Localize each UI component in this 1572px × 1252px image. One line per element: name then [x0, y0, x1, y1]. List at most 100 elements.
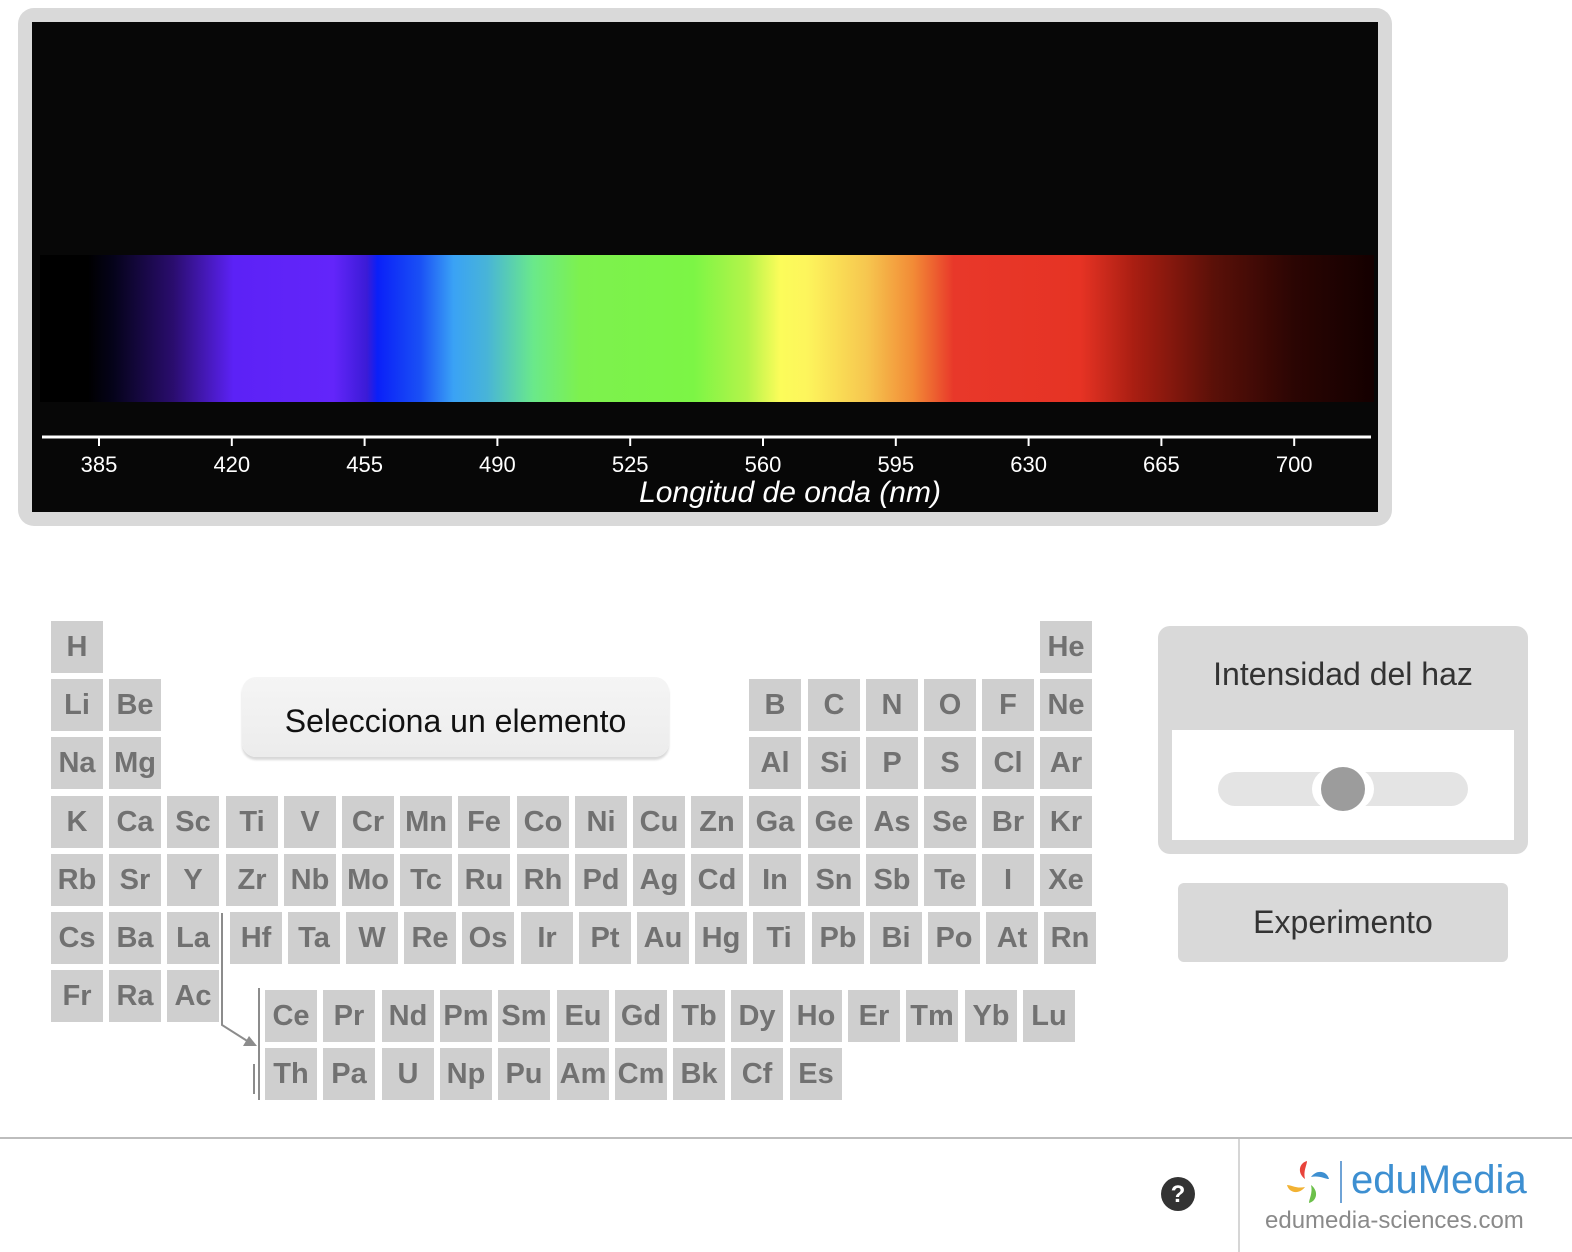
element-cm[interactable]: Cm	[615, 1048, 667, 1100]
element-c[interactable]: C	[808, 679, 860, 731]
element-cu[interactable]: Cu	[633, 796, 685, 848]
element-v[interactable]: V	[284, 796, 336, 848]
element-pb[interactable]: Pb	[812, 912, 864, 964]
experiment-button[interactable]: Experimento	[1178, 883, 1508, 962]
element-os[interactable]: Os	[462, 912, 514, 964]
element-ga[interactable]: Ga	[749, 796, 801, 848]
element-th[interactable]: Th	[265, 1048, 317, 1100]
element-tm[interactable]: Tm	[906, 990, 958, 1042]
element-at[interactable]: At	[986, 912, 1038, 964]
element-sm[interactable]: Sm	[498, 990, 550, 1042]
element-pr[interactable]: Pr	[323, 990, 375, 1042]
element-cd[interactable]: Cd	[691, 854, 743, 906]
element-mo[interactable]: Mo	[342, 854, 394, 906]
element-kr[interactable]: Kr	[1040, 796, 1092, 848]
element-pt[interactable]: Pt	[579, 912, 631, 964]
element-nd[interactable]: Nd	[382, 990, 434, 1042]
element-br[interactable]: Br	[982, 796, 1034, 848]
element-mn[interactable]: Mn	[400, 796, 452, 848]
element-eu[interactable]: Eu	[557, 990, 609, 1042]
element-u[interactable]: U	[382, 1048, 434, 1100]
element-au[interactable]: Au	[637, 912, 689, 964]
element-al[interactable]: Al	[749, 737, 801, 789]
element-xe[interactable]: Xe	[1040, 854, 1092, 906]
help-icon[interactable]: ?	[1161, 1177, 1195, 1211]
element-w[interactable]: W	[346, 912, 398, 964]
element-la[interactable]: La	[167, 912, 219, 964]
element-am[interactable]: Am	[557, 1048, 609, 1100]
element-np[interactable]: Np	[440, 1048, 492, 1100]
element-dy[interactable]: Dy	[731, 990, 783, 1042]
element-sb[interactable]: Sb	[866, 854, 918, 906]
element-rb[interactable]: Rb	[51, 854, 103, 906]
element-ti[interactable]: Ti	[226, 796, 278, 848]
element-cf[interactable]: Cf	[731, 1048, 783, 1100]
intensity-slider-handle[interactable]	[1312, 767, 1374, 811]
element-ru[interactable]: Ru	[458, 854, 510, 906]
element-bk[interactable]: Bk	[673, 1048, 725, 1100]
element-hg[interactable]: Hg	[695, 912, 747, 964]
element-ra[interactable]: Ra	[109, 970, 161, 1022]
brand-name[interactable]: eduMedia	[1351, 1158, 1527, 1202]
element-sc[interactable]: Sc	[167, 796, 219, 848]
element-k[interactable]: K	[51, 796, 103, 848]
element-nb[interactable]: Nb	[284, 854, 336, 906]
element-li[interactable]: Li	[51, 679, 103, 731]
element-co[interactable]: Co	[517, 796, 569, 848]
element-ta[interactable]: Ta	[288, 912, 340, 964]
intensity-slider-track[interactable]	[1218, 767, 1468, 811]
element-fr[interactable]: Fr	[51, 970, 103, 1022]
element-pu[interactable]: Pu	[498, 1048, 550, 1100]
element-he[interactable]: He	[1040, 621, 1092, 673]
element-pa[interactable]: Pa	[323, 1048, 375, 1100]
element-cr[interactable]: Cr	[342, 796, 394, 848]
slider-thumb-knob[interactable]	[1321, 767, 1365, 811]
element-be[interactable]: Be	[109, 679, 161, 731]
element-sn[interactable]: Sn	[808, 854, 860, 906]
element-tc[interactable]: Tc	[400, 854, 452, 906]
element-mg[interactable]: Mg	[109, 737, 161, 789]
element-er[interactable]: Er	[848, 990, 900, 1042]
element-zr[interactable]: Zr	[226, 854, 278, 906]
element-gd[interactable]: Gd	[615, 990, 667, 1042]
element-as[interactable]: As	[866, 796, 918, 848]
element-s[interactable]: S	[924, 737, 976, 789]
element-fe[interactable]: Fe	[458, 796, 510, 848]
element-i[interactable]: I	[982, 854, 1034, 906]
element-p[interactable]: P	[866, 737, 918, 789]
element-ti[interactable]: Ti	[753, 912, 805, 964]
element-b[interactable]: B	[749, 679, 801, 731]
element-ge[interactable]: Ge	[808, 796, 860, 848]
element-h[interactable]: H	[51, 621, 103, 673]
element-ba[interactable]: Ba	[109, 912, 161, 964]
element-es[interactable]: Es	[790, 1048, 842, 1100]
element-ho[interactable]: Ho	[790, 990, 842, 1042]
element-n[interactable]: N	[866, 679, 918, 731]
element-ag[interactable]: Ag	[633, 854, 685, 906]
element-yb[interactable]: Yb	[965, 990, 1017, 1042]
element-lu[interactable]: Lu	[1023, 990, 1075, 1042]
element-o[interactable]: O	[924, 679, 976, 731]
element-re[interactable]: Re	[404, 912, 456, 964]
element-na[interactable]: Na	[51, 737, 103, 789]
element-ca[interactable]: Ca	[109, 796, 161, 848]
element-cs[interactable]: Cs	[51, 912, 103, 964]
element-sr[interactable]: Sr	[109, 854, 161, 906]
element-ce[interactable]: Ce	[265, 990, 317, 1042]
element-ni[interactable]: Ni	[575, 796, 627, 848]
element-ac[interactable]: Ac	[167, 970, 219, 1022]
element-si[interactable]: Si	[808, 737, 860, 789]
element-ar[interactable]: Ar	[1040, 737, 1092, 789]
element-bi[interactable]: Bi	[870, 912, 922, 964]
element-ir[interactable]: Ir	[521, 912, 573, 964]
brand-url[interactable]: edumedia-sciences.com	[1265, 1207, 1524, 1234]
element-hf[interactable]: Hf	[230, 912, 282, 964]
element-y[interactable]: Y	[167, 854, 219, 906]
element-po[interactable]: Po	[928, 912, 980, 964]
element-pd[interactable]: Pd	[575, 854, 627, 906]
element-tb[interactable]: Tb	[673, 990, 725, 1042]
element-rn[interactable]: Rn	[1044, 912, 1096, 964]
element-se[interactable]: Se	[924, 796, 976, 848]
element-rh[interactable]: Rh	[517, 854, 569, 906]
element-cl[interactable]: Cl	[982, 737, 1034, 789]
